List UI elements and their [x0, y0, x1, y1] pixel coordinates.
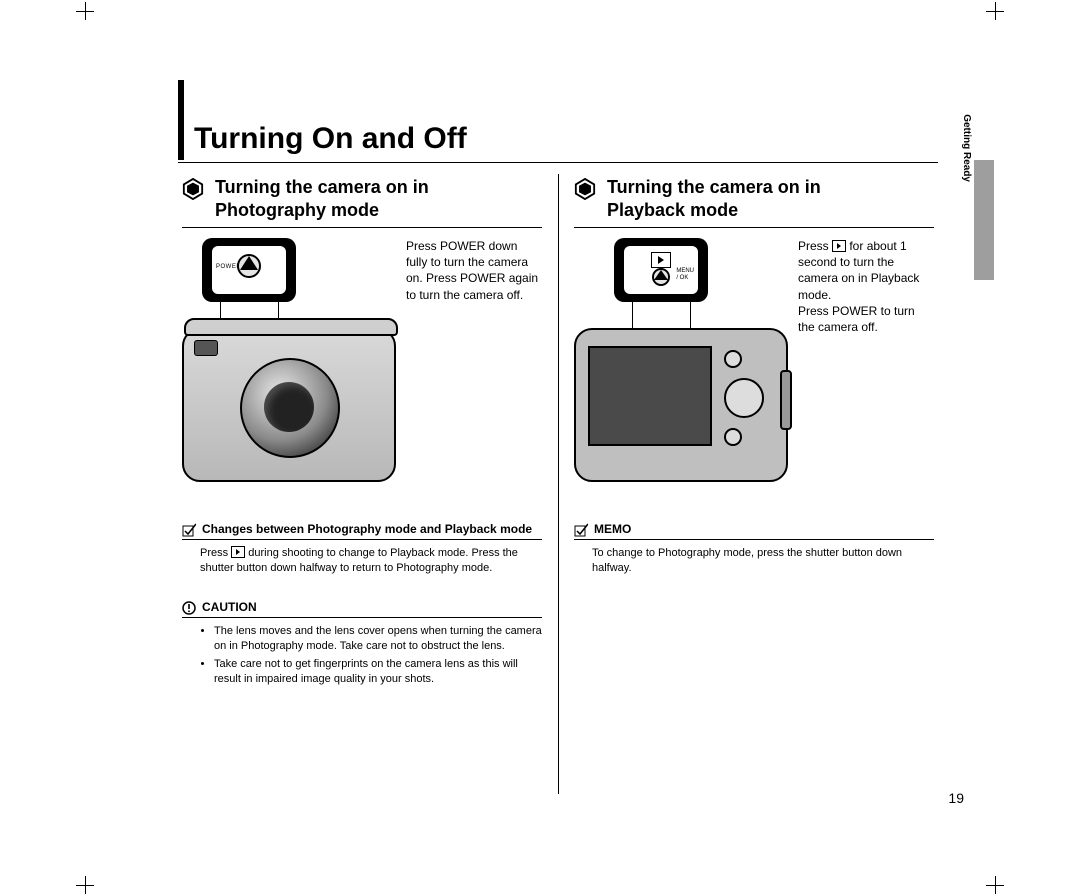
button-icon	[724, 428, 742, 446]
left-heading-line2: Photography mode	[215, 200, 379, 220]
menu-ok-label: MENU / OK	[676, 268, 694, 281]
camera-lens	[240, 358, 340, 458]
caution-heading: CAUTION	[202, 600, 257, 614]
left-figure-row: POWER Press POWER down fully to tur	[182, 238, 542, 498]
arrow-up-icon	[240, 256, 258, 270]
right-heading-line2: Playback mode	[607, 200, 738, 220]
page-number: 19	[948, 790, 964, 806]
changes-note: Changes between Photography mode and Pla…	[182, 522, 542, 576]
changes-note-body: Press during shooting to change to Playb…	[182, 546, 542, 576]
button-icon	[724, 350, 742, 368]
right-heading-rule	[574, 227, 934, 228]
left-heading-line1: Turning the camera on in	[215, 177, 429, 197]
title-rule	[178, 80, 184, 160]
caution-item: Take care not to get fingerprints on the…	[214, 657, 542, 687]
dpad-icon	[724, 378, 764, 418]
left-column: Turning the camera on in Photography mod…	[182, 176, 542, 691]
playback-icon	[651, 252, 671, 268]
lcd-screen	[588, 346, 712, 446]
right-heading-line1: Turning the camera on in	[607, 177, 821, 197]
playback-icon	[832, 240, 846, 252]
changes-note-heading: Changes between Photography mode and Pla…	[202, 522, 532, 536]
viewfinder-icon	[194, 340, 218, 356]
hex-bullet-icon	[574, 178, 596, 200]
crop-mark	[76, 876, 94, 894]
arrow-up-icon	[654, 270, 668, 280]
column-divider	[558, 174, 559, 794]
page-content: Turning On and Off Turning the camera on…	[178, 80, 972, 800]
left-figure-text: Press POWER down fully to turn the camer…	[406, 238, 542, 498]
power-button-callout: POWER	[202, 238, 296, 302]
left-heading-rule	[182, 227, 542, 228]
caution-note: CAUTION The lens moves and the lens cove…	[182, 600, 542, 687]
memo-body: To change to Photography mode, press the…	[574, 546, 934, 576]
camera-back-body	[574, 328, 788, 482]
right-figure-row: MENU / OK	[574, 238, 934, 498]
caution-list: The lens moves and the lens cover opens …	[200, 624, 542, 687]
rb-a: Press	[798, 239, 832, 253]
crop-mark	[986, 2, 1004, 20]
memo-heading: MEMO	[594, 522, 631, 536]
crop-mark	[76, 2, 94, 20]
camera-top	[184, 318, 398, 336]
right-column: Turning the camera on in Playback mode M…	[574, 176, 934, 576]
strap-lug	[780, 370, 792, 430]
right-figure-text: Press for about 1 second to turn the cam…	[798, 238, 934, 498]
playback-button-callout: MENU / OK	[614, 238, 708, 302]
left-heading: Turning the camera on in Photography mod…	[182, 176, 542, 221]
page-title: Turning On and Off	[194, 122, 467, 156]
camera-back-figure: MENU / OK	[574, 238, 784, 498]
menu-label: MENU	[676, 268, 694, 274]
ok-label: / OK	[676, 275, 688, 281]
camera-front-figure: POWER	[182, 238, 392, 498]
memo-note: MEMO To change to Photography mode, pres…	[574, 522, 934, 576]
back-buttons	[724, 350, 772, 446]
camera-front-body	[182, 328, 396, 482]
crop-mark	[986, 876, 1004, 894]
caution-item: The lens moves and the lens cover opens …	[214, 624, 542, 654]
playback-icon	[231, 546, 245, 558]
section-tab	[974, 160, 994, 280]
hex-bullet-icon	[182, 178, 204, 200]
rb-c: Press POWER to turn the camera off.	[798, 304, 915, 334]
check-icon	[182, 523, 196, 537]
caution-icon	[182, 601, 196, 615]
right-heading: Turning the camera on in Playback mode	[574, 176, 934, 221]
note1-a: Press	[200, 547, 231, 559]
title-underline	[178, 162, 938, 163]
note1-b: during shooting to change to Playback mo…	[200, 547, 518, 574]
check-icon	[574, 523, 588, 537]
